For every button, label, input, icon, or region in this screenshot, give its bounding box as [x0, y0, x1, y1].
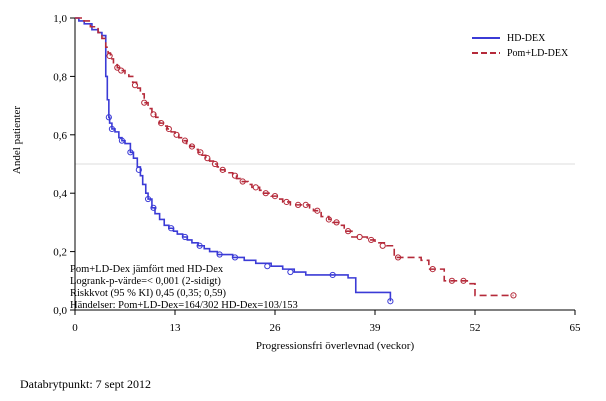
censor-mark-pom-ld-dex — [165, 125, 172, 133]
y-tick-label: 0,2 — [53, 247, 67, 259]
censor-mark-pom-ld-dex — [344, 228, 352, 235]
censor-mark-hd-dex — [216, 251, 223, 258]
x-tick-label: 0 — [72, 322, 78, 334]
censor-mark-pom-ld-dex — [114, 64, 121, 71]
censor-mark-pom-ld-dex — [131, 82, 139, 89]
censor-mark-hd-dex — [118, 137, 126, 144]
series-layer — [75, 17, 517, 305]
censor-mark-pom-ld-dex — [314, 207, 321, 214]
censor-mark-pom-ld-dex — [197, 149, 204, 156]
censor-mark-hd-dex — [329, 271, 336, 279]
censor-mark-pom-ld-dex — [302, 201, 309, 208]
censor-mark-pom-ld-dex — [271, 193, 279, 200]
censor-mark-pom-ld-dex — [219, 166, 226, 173]
legend: HD-DEX Pom+LD-DEX — [472, 33, 569, 59]
censor-mark-pom-ld-dex — [510, 292, 517, 299]
censor-mark-pom-ld-dex — [368, 236, 375, 244]
axes — [74, 18, 575, 311]
censor-mark-pom-ld-dex — [181, 137, 189, 144]
data-cutoff-note: Databrytpunkt: 7 sept 2012 — [20, 377, 151, 391]
series-line-hd-dex — [75, 17, 392, 302]
censor-mark-pom-ld-dex — [239, 178, 246, 185]
y-tick-label: 0,0 — [53, 305, 67, 317]
censor-mark-pom-ld-dex — [141, 99, 148, 106]
censor-mark-pom-ld-dex — [448, 277, 456, 284]
censor-mark-pom-ld-dex — [252, 184, 259, 191]
censor-mark-pom-ld-dex — [158, 120, 165, 127]
x-tick-label: 39 — [370, 322, 382, 334]
censor-mark-pom-ld-dex — [204, 155, 211, 162]
censor-mark-pom-ld-dex — [429, 266, 436, 273]
y-tick-label: 0,4 — [53, 188, 67, 200]
censor-mark-pom-ld-dex — [188, 143, 196, 150]
censor-mark-pom-ld-dex — [106, 52, 113, 60]
censor-mark-pom-ld-dex — [394, 254, 402, 261]
censor-mark-pom-ld-dex — [150, 111, 157, 118]
censor-mark-hd-dex — [168, 225, 175, 232]
annotation-logrank: Logrank-p-värde=< 0,001 (2-sidigt) — [70, 276, 221, 287]
censor-mark-pom-ld-dex — [262, 190, 269, 197]
legend-label-pom-ld-dex: Pom+LD-DEX — [507, 48, 569, 59]
censor-mark-pom-ld-dex — [118, 67, 125, 74]
censor-mark-hd-dex — [144, 195, 152, 203]
annotation-comparison: Pom+LD-Dex jämfört med HD-Dex — [70, 264, 224, 275]
censor-mark-hd-dex — [105, 114, 112, 121]
censor-mark-hd-dex — [108, 125, 116, 133]
y-tick-label: 0,6 — [53, 130, 67, 142]
annotation-events: Händelser: Pom+LD-Dex=164/302 HD-Dex=103… — [70, 300, 298, 311]
x-tick-label: 13 — [170, 322, 182, 334]
censor-mark-pom-ld-dex — [294, 201, 302, 208]
censor-mark-pom-ld-dex — [325, 216, 332, 223]
censor-mark-pom-ld-dex — [211, 160, 219, 168]
censor-mark-pom-ld-dex — [379, 242, 386, 249]
x-tick-label: 52 — [470, 322, 481, 334]
censor-mark-pom-ld-dex — [231, 172, 239, 179]
censor-mark-hd-dex — [181, 233, 189, 241]
y-tick-label: 1,0 — [53, 13, 67, 25]
censor-mark-hd-dex — [287, 268, 294, 276]
censor-mark-hd-dex — [150, 204, 157, 211]
censor-mark-pom-ld-dex — [283, 198, 290, 206]
censor-mark-hd-dex — [231, 254, 239, 261]
x-ticks: 0 13 26 39 52 65 — [72, 310, 581, 334]
x-tick-label: 65 — [570, 322, 582, 334]
censor-mark-hd-dex — [387, 298, 394, 305]
censor-mark-pom-ld-dex — [356, 233, 363, 241]
x-tick-label: 26 — [270, 322, 282, 334]
censor-mark-hd-dex — [196, 242, 203, 249]
censor-mark-pom-ld-dex — [460, 277, 467, 284]
annotation-hazard-ratio: Riskkvot (95 % KI) 0,45 (0,35; 0,59) — [70, 288, 227, 299]
plot-area: 0,0 0,2 0,4 0,6 0,8 1,0 0 13 26 39 52 65 — [53, 13, 581, 334]
series-line-pom-ld-dex — [75, 17, 514, 297]
censor-mark-pom-ld-dex — [173, 131, 180, 138]
censor-mark-hd-dex — [127, 149, 134, 156]
y-tick-label: 0,8 — [53, 71, 67, 83]
censor-mark-hd-dex — [264, 263, 271, 270]
stats-annotation: Pom+LD-Dex jämfört med HD-Dex Logrank-p-… — [70, 264, 298, 311]
censor-mark-pom-ld-dex — [333, 219, 340, 226]
y-ticks: 0,0 0,2 0,4 0,6 0,8 1,0 — [53, 13, 75, 317]
censor-mark-hd-dex — [135, 166, 142, 173]
legend-label-hd-dex: HD-DEX — [507, 33, 546, 44]
x-axis-title: Progressionsfri överlevnad (veckor) — [256, 340, 415, 352]
y-axis-title: Andel patienter — [11, 106, 23, 174]
